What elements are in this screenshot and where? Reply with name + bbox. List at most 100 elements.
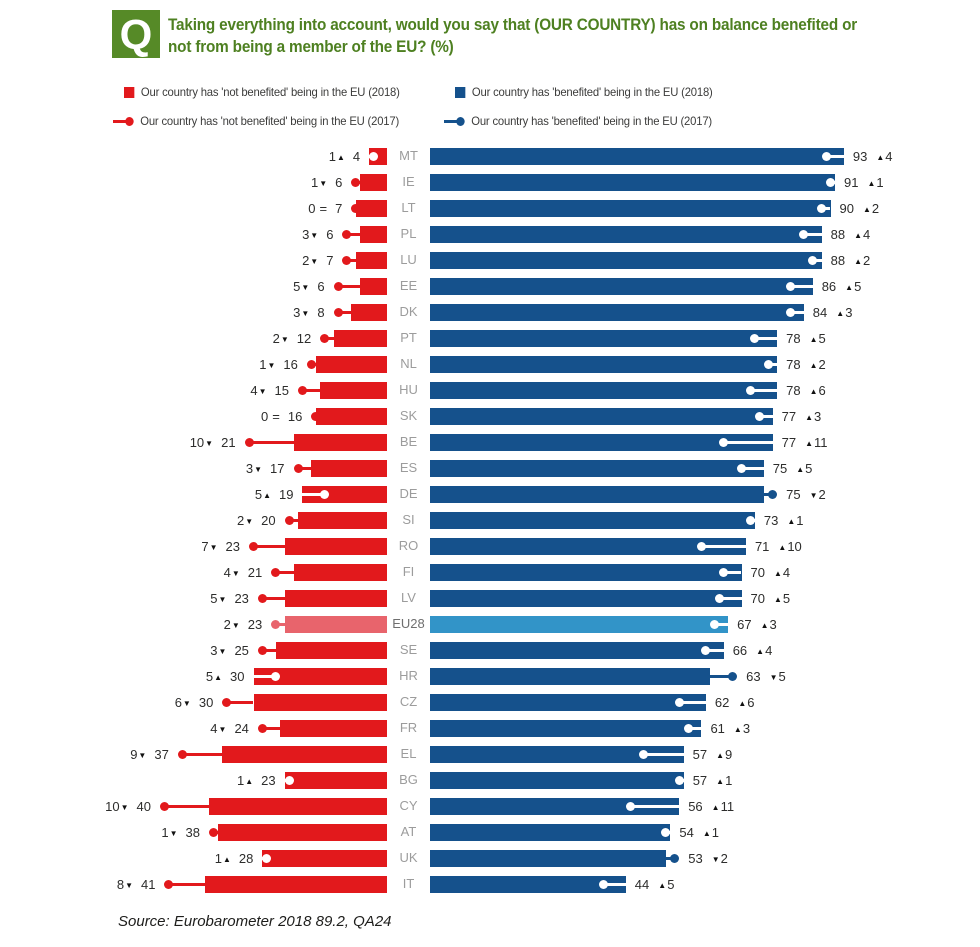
benefited-bar (430, 589, 742, 607)
change-value: ▼2 (809, 486, 826, 502)
prev-year-marker (745, 515, 755, 525)
prev-year-marker (639, 749, 649, 759)
prev-year-connector (302, 388, 321, 392)
percent-value: 53 (688, 850, 703, 866)
prev-year-connector (750, 388, 778, 392)
blue-line-dot-icon (444, 116, 465, 127)
up-triangle-icon: ▲ (658, 880, 667, 890)
down-triangle-icon: ▼ (310, 256, 319, 266)
country-label: EU28 (392, 616, 425, 631)
not-benefited-label: 1▼ 38 (161, 819, 200, 845)
not-benefited-label: 10▼ 40 (105, 793, 151, 819)
benefited-bar (430, 251, 822, 269)
legend-label: Our country has 'not benefited' being in… (140, 114, 400, 128)
prev-year-marker (257, 593, 267, 603)
not-benefited-bar (298, 511, 387, 529)
not-benefited-label: 2▼ 23 (224, 611, 263, 637)
prev-year-connector (603, 882, 626, 886)
row-EL: 9▼ 37 EL 57 ▲9 (0, 741, 980, 767)
not-benefited-label: 8▼ 41 (117, 871, 156, 897)
benefited-label: 70 ▲4 (751, 559, 791, 585)
prev-year-marker (293, 463, 303, 473)
percent-value: 78 (786, 330, 801, 346)
percent-value: 6 (326, 226, 334, 242)
not-benefited-bar (275, 641, 387, 659)
benefited-bar (430, 641, 724, 659)
change-value: 7▼ (201, 538, 218, 554)
country-label: DK (399, 304, 418, 319)
row-PT: 2▼ 12 PT 78 ▲5 (0, 325, 980, 351)
percent-value: 41 (140, 876, 156, 892)
not-benefited-label: 6▼ 30 (175, 689, 214, 715)
change-value: 4▼ (210, 720, 227, 736)
prev-year-connector (710, 674, 733, 678)
change-value: 1▼ (310, 174, 328, 190)
row-BG: 1▲ 23 BG 57 ▲1 (0, 767, 980, 793)
change-value: 0 = (261, 408, 280, 424)
not-benefited-bar (217, 823, 387, 841)
benefited-label: 93 ▲4 (853, 143, 893, 169)
up-triangle-icon: ▲ (809, 360, 818, 370)
percent-value: 44 (634, 876, 650, 892)
percent-value: 88 (830, 252, 846, 268)
prev-year-marker (342, 255, 352, 265)
down-triangle-icon: ▼ (301, 282, 310, 292)
row-BE: 10▼ 21 BE 77 ▲11 (0, 429, 980, 455)
prev-year-connector (812, 258, 822, 262)
country-label: LU (400, 252, 417, 267)
benefited-bar (430, 563, 742, 581)
blue-square-icon (455, 86, 466, 98)
percent-value: 16 (287, 408, 303, 424)
benefited-label: 75 ▲5 (773, 455, 813, 481)
benefited-bar (430, 173, 835, 191)
prev-year-marker (244, 437, 254, 447)
up-triangle-icon: ▲ (337, 152, 345, 162)
row-EU28: 2▼ 23 EU28 67 ▲3 (0, 611, 980, 637)
prev-year-connector (723, 440, 773, 444)
up-triangle-icon: ▲ (222, 854, 231, 864)
prev-year-connector (719, 596, 742, 600)
change-value: ▲10 (778, 538, 802, 554)
prev-year-connector (302, 492, 325, 496)
change-value: 5▲ (254, 486, 271, 502)
up-triangle-icon: ▲ (805, 438, 814, 448)
row-LU: 2▼ 7 LU 88 ▲2 (0, 247, 980, 273)
percent-value: 78 (786, 356, 801, 372)
percent-value: 70 (750, 590, 765, 606)
prev-year-connector (338, 310, 352, 314)
not-benefited-bar (280, 719, 387, 737)
prev-year-marker (785, 307, 795, 317)
change-value: ▼5 (769, 668, 786, 684)
prev-year-marker (297, 385, 307, 395)
country-label: PL (400, 226, 417, 241)
prev-year-marker (177, 749, 187, 759)
up-triangle-icon: ▲ (787, 516, 796, 526)
not-benefited-label: 5▼ 23 (210, 585, 249, 611)
prev-year-marker (728, 671, 738, 681)
change-value: ▲11 (711, 798, 735, 814)
row-SE: 3▼ 25 SE 66 ▲4 (0, 637, 980, 663)
benefited-label: 71 ▲10 (755, 533, 802, 559)
prev-year-marker (817, 203, 827, 213)
not-benefited-bar (293, 563, 387, 581)
benefited-label: 77 ▲11 (782, 429, 828, 455)
row-ES: 3▼ 17 ES 75 ▲5 (0, 455, 980, 481)
benefited-bar (430, 433, 773, 451)
change-value: 2▼ (302, 252, 319, 268)
percent-value: 56 (688, 798, 703, 814)
percent-value: 75 (772, 460, 788, 476)
not-benefited-label: 1▼ 6 (311, 169, 342, 195)
legend-label: Our country has 'not benefited' being in… (140, 85, 400, 99)
not-benefited-bar (360, 173, 387, 191)
legend-item-benefited-2017: Our country has 'benefited' being in the… (444, 114, 712, 128)
change-value: 3▼ (293, 304, 310, 320)
percent-value: 62 (714, 694, 730, 710)
prev-year-marker (164, 879, 174, 889)
change-value: 1▲ (236, 772, 254, 788)
country-label: EE (399, 278, 418, 293)
percent-value: 16 (283, 356, 298, 372)
prev-year-connector (643, 752, 684, 756)
country-label: FI (402, 564, 415, 579)
prev-year-connector (168, 882, 205, 886)
up-triangle-icon: ▲ (876, 152, 885, 162)
